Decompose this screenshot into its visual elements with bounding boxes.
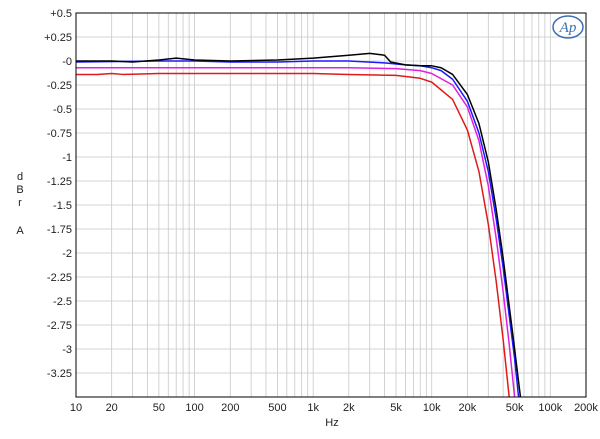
audio-precision-logo: Ap: [552, 15, 584, 39]
y-tick-label: -2: [62, 248, 72, 260]
y-tick-label: -1: [62, 152, 72, 164]
x-tick-label: 5k: [390, 402, 402, 414]
y-tick-label: +0.5: [50, 8, 72, 20]
x-tick-label: 200: [221, 402, 239, 414]
y-tick-label: -1.75: [47, 224, 72, 236]
series-line: [76, 72, 510, 397]
series-line: [76, 66, 516, 397]
y-tick-label: -0.5: [53, 104, 72, 116]
x-axis-label: Hz: [325, 417, 338, 429]
x-tick-label: 2k: [343, 402, 355, 414]
y-tick-label: -0: [62, 56, 72, 68]
y-tick-label: -0.25: [47, 80, 72, 92]
y-tick-label: -1.25: [47, 176, 72, 188]
y-tick-label: -2.5: [53, 296, 72, 308]
y-tick-label: -3.25: [47, 368, 72, 380]
x-tick-label: 50k: [506, 402, 524, 414]
x-tick-labels: 10 20 50 100 200 500 1k 2k 5k 10k 20k 50k 100k 200k: [70, 402, 599, 414]
x-tick-label: 10: [70, 402, 82, 414]
y-tick-label: -2.25: [47, 272, 72, 284]
series-line: [76, 52, 522, 397]
y-tick-label: -1.5: [53, 200, 72, 212]
y-axis-label-char: d: [17, 171, 23, 183]
x-tick-label: 200k: [574, 402, 598, 414]
series-layer: [76, 52, 522, 397]
y-axis-label: d B r A: [16, 171, 24, 237]
x-tick-label: 500: [268, 402, 286, 414]
y-tick-label: -2.75: [47, 320, 72, 332]
y-tick-label: -0.75: [47, 128, 72, 140]
x-tick-label: 20k: [459, 402, 477, 414]
series-line: [76, 60, 520, 397]
x-tick-label: 20: [106, 402, 118, 414]
x-tick-label: 100k: [538, 402, 562, 414]
y-axis-label-char: B: [16, 184, 23, 196]
y-tick-label: +0.25: [44, 32, 72, 44]
x-tick-label: 10k: [423, 402, 441, 414]
y-tick-labels: +0.5 +0.25 -0 -0.25 -0.5 -0.75 -1 -1.25 -1.5 -1.7…: [44, 8, 72, 380]
y-tick-label: -3: [62, 344, 72, 356]
x-tick-label: 100: [185, 402, 203, 414]
y-axis-label-char: r: [18, 197, 22, 209]
plot-frame: [75, 12, 587, 398]
x-tick-label: 50: [153, 402, 165, 414]
x-tick-label: 1k: [307, 402, 319, 414]
logo-text: Ap: [559, 20, 577, 36]
y-axis-label-char: A: [16, 225, 24, 237]
